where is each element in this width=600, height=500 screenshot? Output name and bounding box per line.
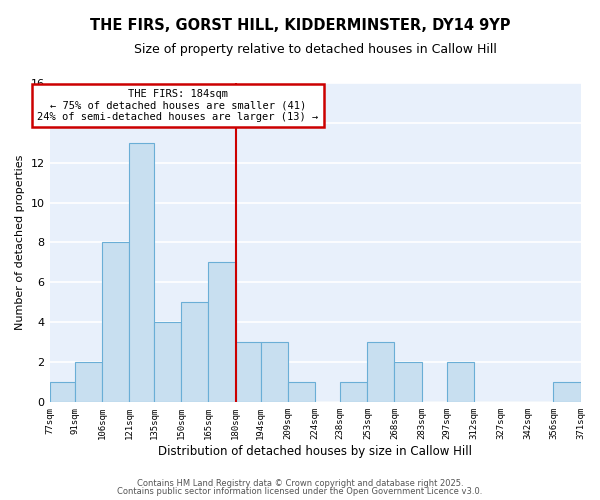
Text: THE FIRS: 184sqm
← 75% of detached houses are smaller (41)
24% of semi-detached : THE FIRS: 184sqm ← 75% of detached house… [37, 89, 319, 122]
Bar [208, 262, 236, 402]
Bar [340, 382, 367, 402]
Bar [75, 362, 102, 402]
Bar [154, 322, 181, 402]
Bar [261, 342, 288, 402]
Bar [394, 362, 422, 402]
Bar [553, 382, 581, 402]
Text: Contains HM Land Registry data © Crown copyright and database right 2025.: Contains HM Land Registry data © Crown c… [137, 478, 463, 488]
Bar [102, 242, 129, 402]
Bar [129, 143, 154, 402]
Text: THE FIRS, GORST HILL, KIDDERMINSTER, DY14 9YP: THE FIRS, GORST HILL, KIDDERMINSTER, DY1… [90, 18, 510, 32]
Text: Contains public sector information licensed under the Open Government Licence v3: Contains public sector information licen… [118, 487, 482, 496]
X-axis label: Distribution of detached houses by size in Callow Hill: Distribution of detached houses by size … [158, 444, 472, 458]
Bar [367, 342, 394, 402]
Bar [181, 302, 208, 402]
Bar [447, 362, 474, 402]
Bar [236, 342, 261, 402]
Y-axis label: Number of detached properties: Number of detached properties [15, 155, 25, 330]
Bar [288, 382, 315, 402]
Bar [50, 382, 75, 402]
Title: Size of property relative to detached houses in Callow Hill: Size of property relative to detached ho… [134, 42, 496, 56]
